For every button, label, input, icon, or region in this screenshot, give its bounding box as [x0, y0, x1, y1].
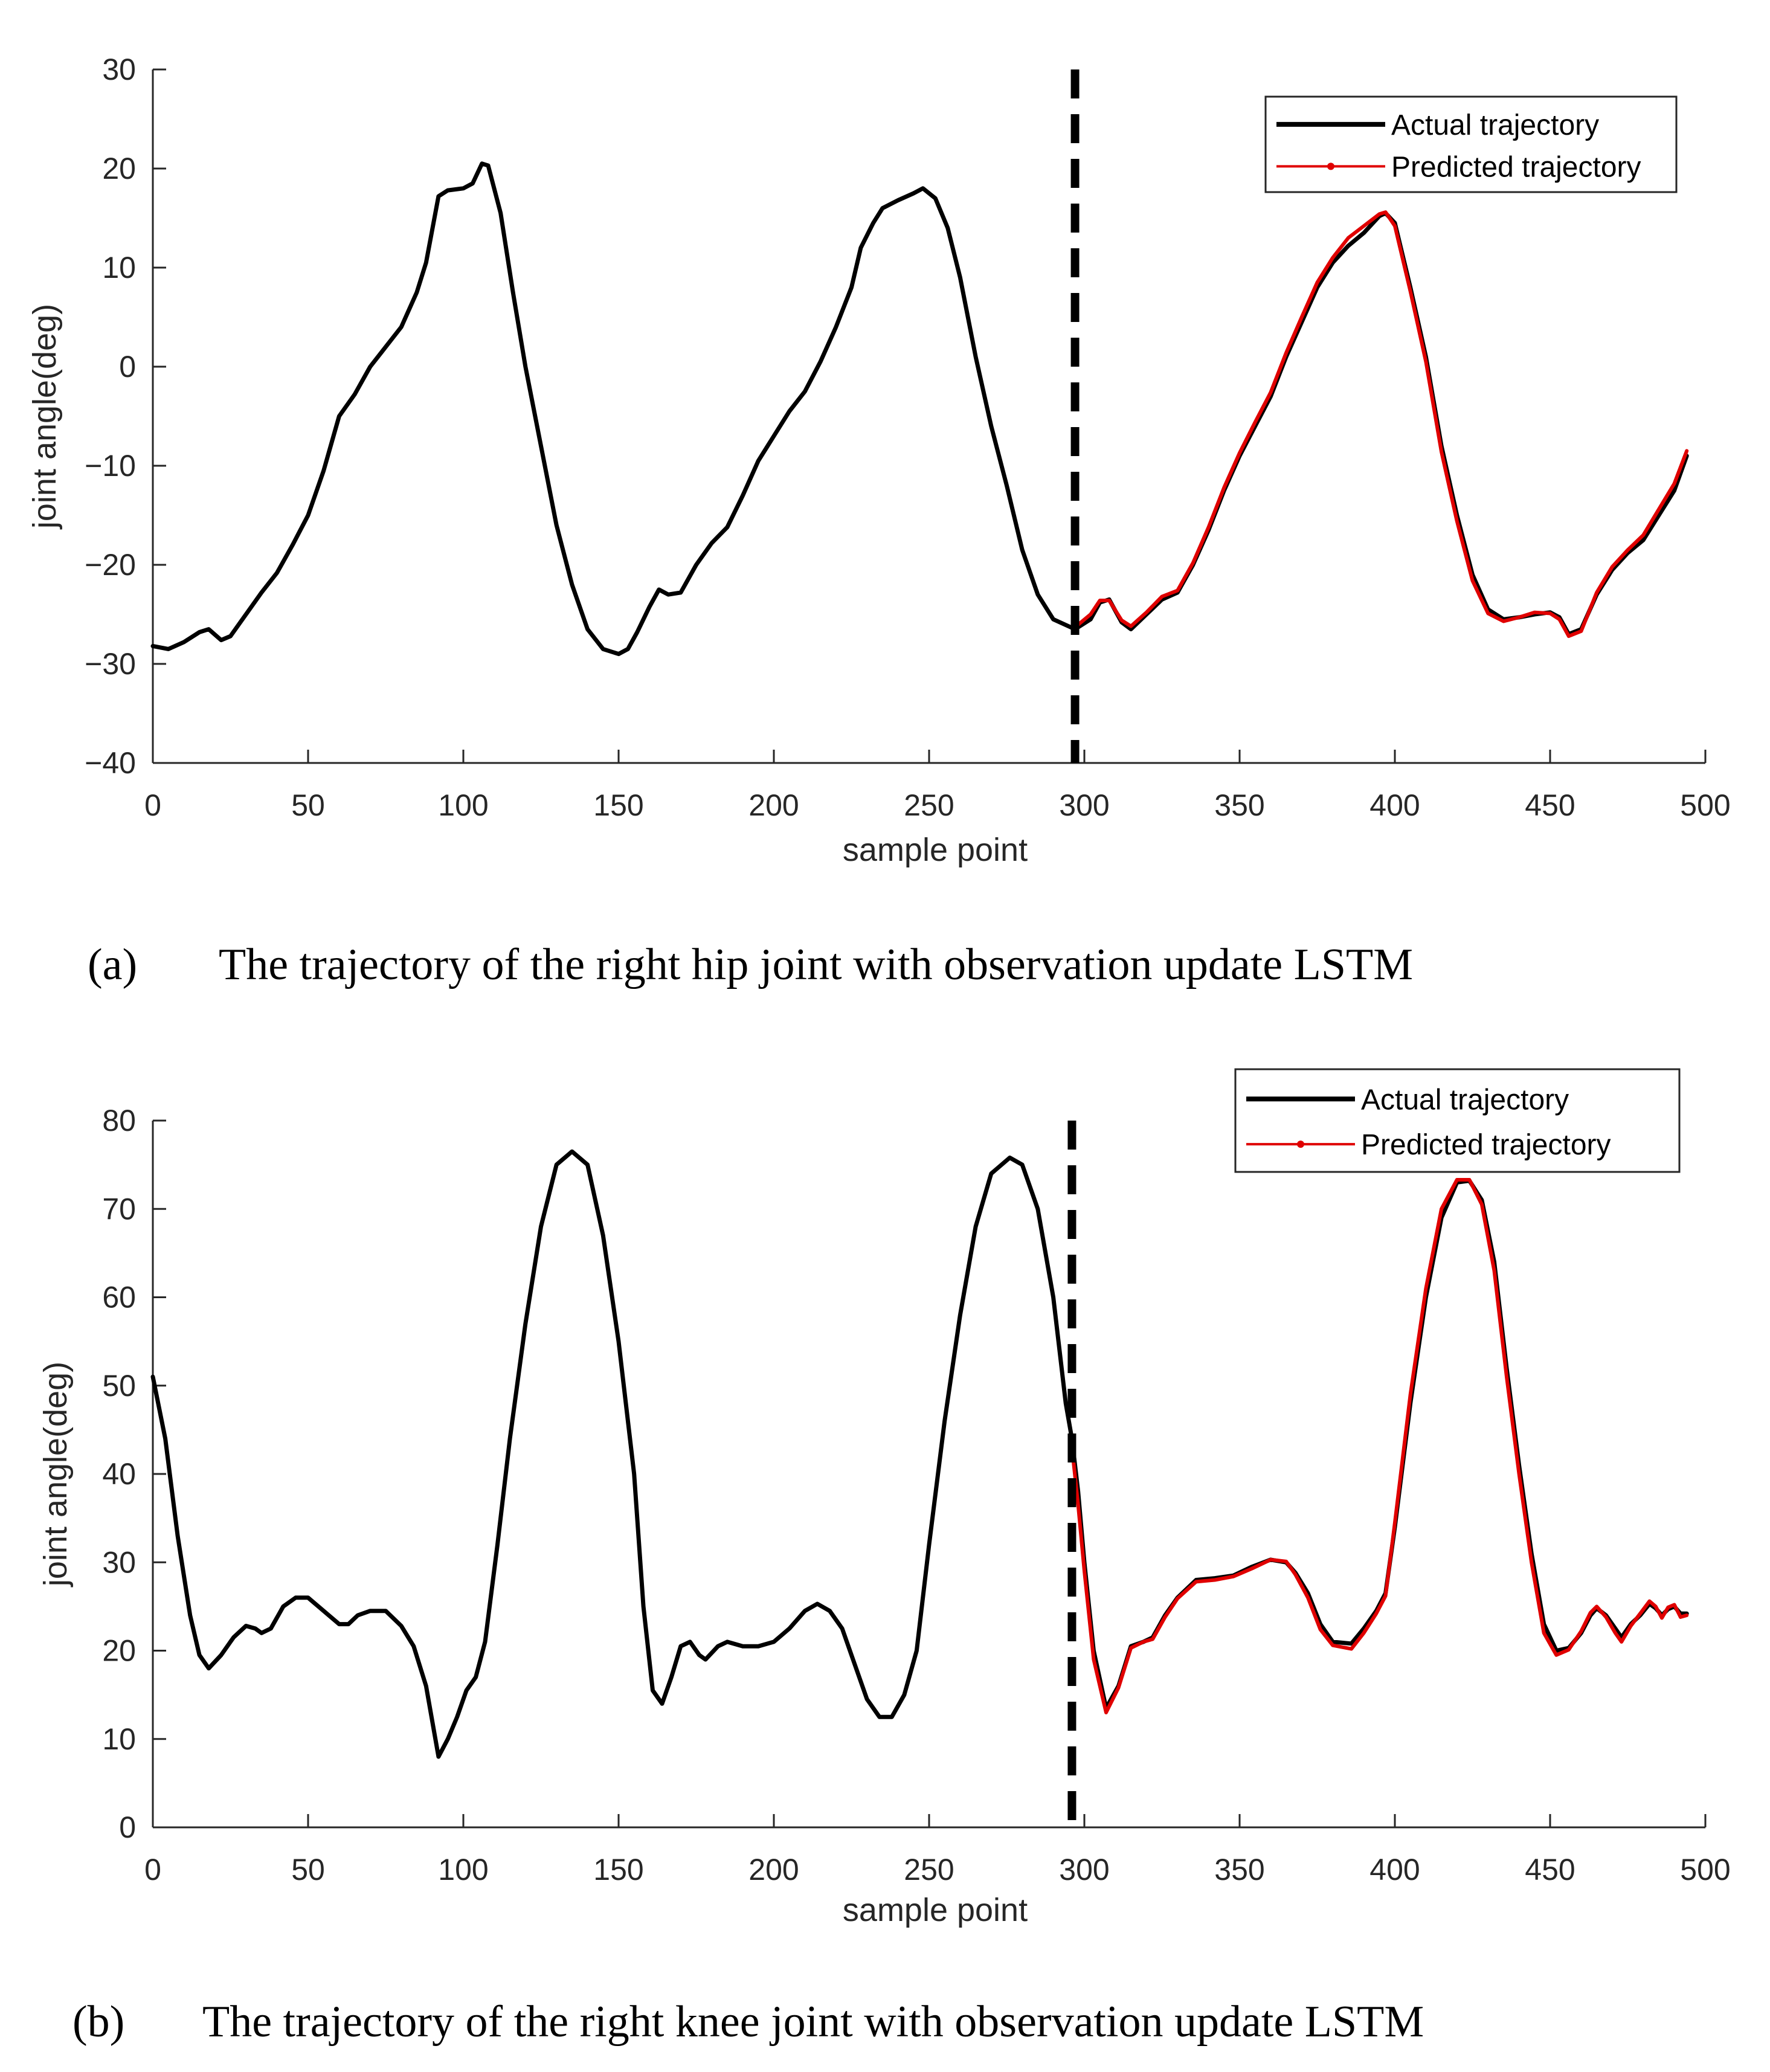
x-axis-label: sample point [843, 1892, 1028, 1928]
legend-box [1264, 95, 1678, 193]
y-tick-label: 20 [102, 152, 136, 185]
x-tick-label: 150 [593, 788, 643, 822]
x-tick-label: 250 [904, 1853, 954, 1887]
legend-actual-label: Actual trajectory [1361, 1084, 1569, 1116]
caption-a-tag: (a) [88, 940, 138, 989]
y-tick-label: 30 [102, 53, 136, 86]
x-tick-label: 250 [904, 788, 954, 822]
y-tick-label: 30 [102, 1545, 136, 1579]
y-tick-label: 0 [119, 350, 136, 384]
caption-b-tag: (b) [72, 1997, 125, 2047]
caption-a-text: The trajectory of the right hip joint wi… [219, 940, 1414, 989]
y-tick-label: 80 [102, 1104, 136, 1137]
predicted-trajectory-line [1073, 210, 1689, 639]
caption-b-text: The trajectory of the right knee joint w… [202, 1997, 1424, 2047]
x-tick-label: 50 [291, 788, 325, 822]
x-axis-label: sample point [843, 832, 1028, 868]
y-tick-label: 60 [102, 1281, 136, 1314]
y-axis-label: joint angle(deg) [37, 1362, 74, 1588]
x-tick-label: 500 [1680, 788, 1730, 822]
y-tick-label: −20 [85, 548, 136, 582]
legend-predicted-marker [1327, 162, 1334, 170]
legend-predicted-label: Predicted trajectory [1391, 151, 1641, 183]
y-tick-label: −40 [85, 746, 136, 780]
predicted-trajectory-line [1070, 1178, 1689, 1714]
y-tick-label: −10 [85, 449, 136, 483]
y-tick-label: 10 [102, 1722, 136, 1756]
legend-predicted-marker [1297, 1141, 1304, 1148]
panel-a-hip-joint: 0 50 100 150 200 250 300 350 400 450 500 −40 −30 −20−… [0, 0, 1770, 1027]
x-tick-label: 350 [1214, 788, 1264, 822]
x-tick-label: 0 [144, 788, 161, 822]
x-tick-label: 100 [438, 788, 488, 822]
x-tick-label: 400 [1369, 788, 1420, 822]
y-tick-label: 40 [102, 1457, 136, 1491]
x-tick-label: 50 [291, 1853, 325, 1887]
x-tick-label: 200 [748, 788, 799, 822]
x-tick-label: 500 [1680, 1853, 1730, 1887]
x-tick-label: 150 [593, 1853, 643, 1887]
legend-predicted-label: Predicted trajectory [1361, 1129, 1611, 1161]
y-axis-label: joint angle(deg) [27, 304, 63, 530]
legend-box [1234, 1068, 1681, 1173]
y-tick-label: 50 [102, 1369, 136, 1403]
x-tick-label: 350 [1214, 1853, 1264, 1887]
actual-trajectory-line [150, 1149, 1689, 1759]
x-tick-label: 450 [1525, 788, 1575, 822]
x-tick-label: 200 [748, 1853, 799, 1887]
actual-trajectory-line [150, 161, 1689, 657]
x-tick-label: 300 [1059, 788, 1109, 822]
y-tick-label: −30 [85, 647, 136, 681]
x-tick-label: 450 [1525, 1853, 1575, 1887]
x-tick-label: 300 [1059, 1853, 1109, 1887]
x-tick-label: 0 [144, 1853, 161, 1887]
hip-joint-chart: 0 50 100 150 200 250 300 350 400 450 500−40−30−20−… [27, 53, 1731, 868]
knee-joint-chart: 0 50 100 150 200 250 300 350 400 450 500 0 10 20 30 40 5… [37, 1068, 1731, 1928]
y-tick-label: 20 [102, 1634, 136, 1668]
y-tick-label: 10 [102, 251, 136, 285]
panel-b-knee-joint: 0 50 100 150 200 250 300 350 400 450 500 0 10 20 30 40 5… [0, 1027, 1770, 2072]
y-tick-label: 0 [119, 1810, 136, 1844]
x-tick-label: 100 [438, 1853, 488, 1887]
y-tick-label: 70 [102, 1192, 136, 1226]
legend-actual-label: Actual trajectory [1391, 109, 1599, 141]
x-tick-label: 400 [1369, 1853, 1420, 1887]
